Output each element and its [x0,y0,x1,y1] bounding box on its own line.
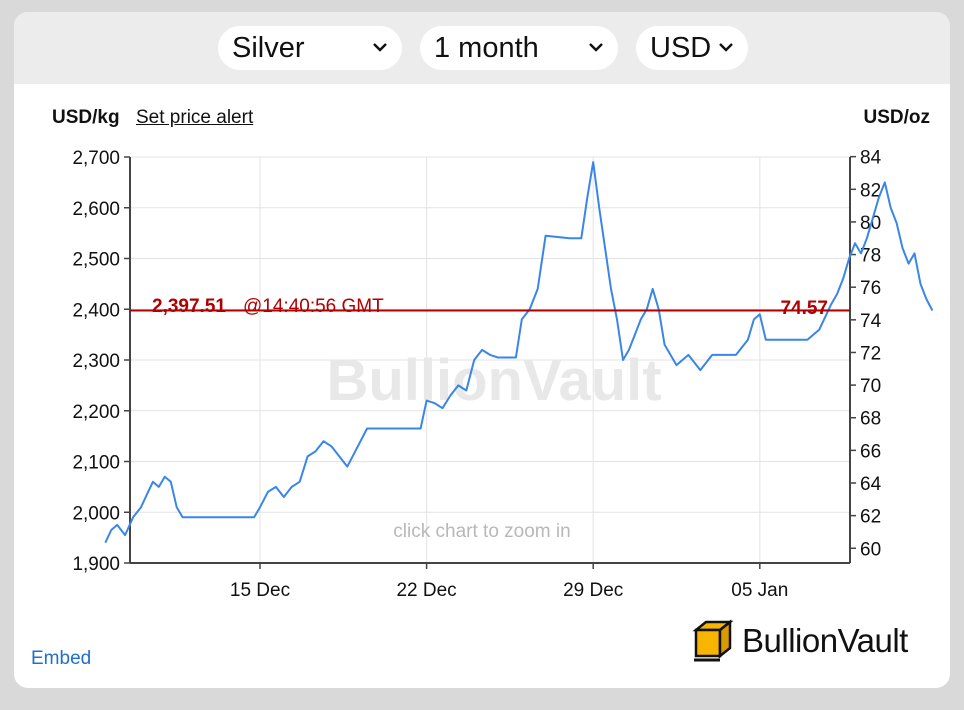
chevron-down-icon [373,43,387,52]
y-left-tick-label: 2,500 [72,250,120,271]
y-left-tick-label: 2,400 [72,300,120,321]
x-tick-label: 29 Dec [563,580,623,601]
set-price-alert-link[interactable]: Set price alert [136,107,254,128]
embed-link[interactable]: Embed [31,648,92,669]
metal-select-value: Silver [232,32,305,64]
y-right-tick-label: 66 [860,441,881,462]
y-right-tick-label: 70 [860,376,881,397]
y-right-tick-label: 68 [860,409,881,430]
metal-select[interactable]: Silver [218,26,402,70]
chevron-down-icon [719,43,733,52]
y-left-tick-label: 2,300 [72,351,120,372]
y-right-tick-label: 62 [860,507,881,528]
current-price-oz: 74.57 [780,298,828,319]
y-right-tick-label: 60 [860,539,881,560]
y-left-tick-label: 2,000 [72,503,120,524]
bullionvault-logo[interactable]: BullionVault [690,616,930,666]
axes: 1,900 2,000 2,100 2,200 2,300 2,400 2,500 2,600… [72,148,881,601]
watermark: BullionVault [326,348,661,413]
y-right-tick-label: 82 [860,180,881,201]
right-axis-unit: USD/oz [863,107,931,128]
controls-bar: Silver 1 month USD [14,12,950,84]
chevron-down-icon [589,43,603,52]
left-axis-unit: USD/kg [52,107,120,128]
price-chart[interactable]: BullionVault click chart to zoom in 1,90… [14,12,950,612]
period-select[interactable]: 1 month [420,26,618,70]
price-series [104,161,934,544]
x-tick-label: 05 Jan [731,580,788,601]
x-tick-label: 22 Dec [396,580,456,601]
period-select-value: 1 month [434,32,539,64]
series-line [104,161,934,544]
y-right-tick-label: 72 [860,343,881,364]
y-right-tick-label: 64 [860,474,882,495]
y-left-tick-label: 2,100 [72,453,120,474]
x-tick-label: 15 Dec [230,580,290,601]
y-left-tick-label: 2,600 [72,199,120,220]
y-left-tick-label: 1,900 [72,554,120,575]
currency-select[interactable]: USD [636,26,748,70]
currency-select-value: USD [650,32,712,64]
current-price-time: @14:40:56 GMT [243,296,384,317]
y-right-tick-label: 84 [860,148,882,169]
cube-icon [692,619,734,662]
y-left-tick-label: 2,700 [72,148,120,169]
zoom-hint: click chart to zoom in [393,521,570,542]
chart-card[interactable]: Silver 1 month USD USD/kg Set price aler… [14,12,950,688]
current-price-value: 2,397.51 [152,296,226,317]
y-right-tick-label: 74 [860,311,882,332]
y-right-tick-label: 78 [860,246,881,267]
y-left-tick-label: 2,200 [72,402,120,423]
y-right-tick-label: 76 [860,278,881,299]
logo-text: BullionVault [742,622,908,659]
